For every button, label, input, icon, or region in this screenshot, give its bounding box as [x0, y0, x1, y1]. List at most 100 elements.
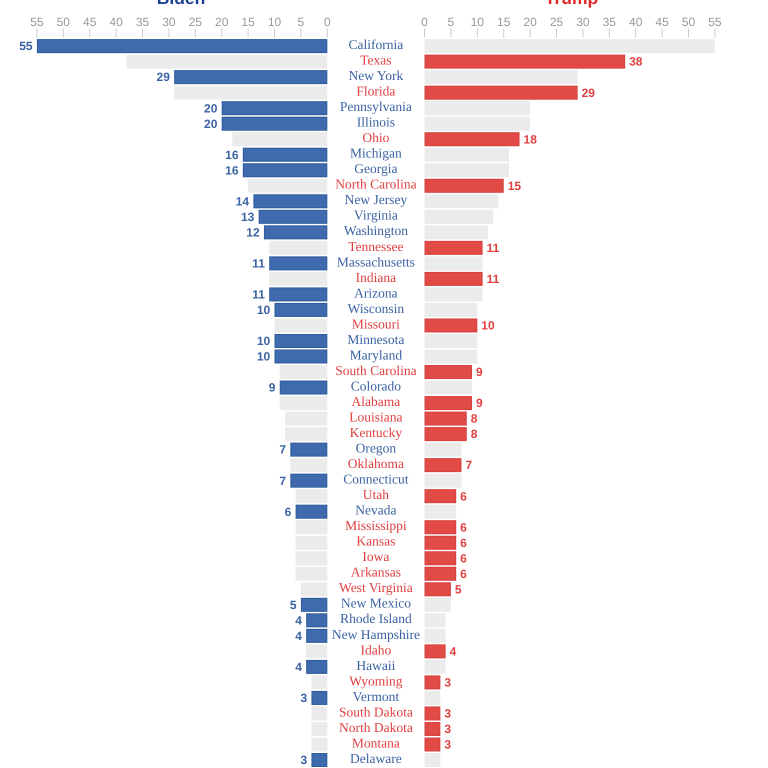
svg-text:9: 9 [476, 396, 483, 410]
svg-text:Missouri: Missouri [352, 316, 400, 331]
svg-text:Nevada: Nevada [355, 503, 396, 518]
svg-text:11: 11 [252, 288, 265, 302]
svg-text:25: 25 [550, 15, 564, 29]
svg-text:5: 5 [298, 15, 305, 29]
svg-text:Louisiana: Louisiana [349, 409, 402, 424]
svg-text:10: 10 [268, 15, 282, 29]
svg-text:15: 15 [508, 179, 522, 193]
svg-text:45: 45 [655, 15, 669, 29]
svg-text:18: 18 [524, 132, 538, 146]
svg-text:Texas: Texas [360, 53, 391, 68]
svg-text:Biden: Biden [157, 0, 206, 8]
svg-text:Oklahoma: Oklahoma [348, 456, 404, 471]
svg-text:12: 12 [246, 225, 260, 239]
svg-text:5: 5 [448, 15, 455, 29]
svg-text:10: 10 [471, 15, 485, 29]
svg-text:9: 9 [476, 365, 483, 379]
svg-text:35: 35 [603, 15, 617, 29]
svg-text:4: 4 [295, 629, 302, 643]
svg-text:Idaho: Idaho [361, 642, 392, 657]
svg-text:3: 3 [300, 691, 307, 705]
svg-text:4: 4 [295, 613, 302, 627]
svg-text:Kentucky: Kentucky [350, 425, 403, 440]
svg-text:20: 20 [204, 101, 218, 115]
svg-text:3: 3 [444, 738, 451, 752]
svg-text:Arizona: Arizona [354, 285, 397, 300]
svg-text:Delaware: Delaware [350, 751, 402, 766]
svg-text:New York: New York [349, 68, 404, 83]
svg-text:Virginia: Virginia [354, 208, 398, 223]
svg-text:California: California [349, 37, 404, 52]
svg-text:6: 6 [460, 520, 467, 534]
svg-text:29: 29 [157, 70, 171, 84]
svg-text:0: 0 [324, 15, 331, 29]
svg-text:Hawaii: Hawaii [356, 658, 395, 673]
svg-text:0: 0 [421, 15, 428, 29]
svg-text:20: 20 [523, 15, 537, 29]
svg-text:New Jersey: New Jersey [345, 192, 408, 207]
svg-text:55: 55 [30, 15, 44, 29]
svg-text:Kansas: Kansas [356, 534, 395, 549]
svg-text:14: 14 [236, 194, 250, 208]
svg-text:South Carolina: South Carolina [335, 363, 416, 378]
svg-text:6: 6 [285, 505, 292, 519]
svg-text:9: 9 [269, 381, 276, 395]
svg-text:15: 15 [241, 15, 255, 29]
svg-text:Vermont: Vermont [353, 689, 400, 704]
svg-text:Wyoming: Wyoming [349, 673, 402, 688]
svg-text:35: 35 [136, 15, 150, 29]
svg-text:16: 16 [225, 163, 239, 177]
svg-text:11: 11 [487, 241, 500, 255]
svg-text:Michigan: Michigan [350, 146, 402, 161]
svg-text:10: 10 [481, 319, 495, 333]
svg-text:3: 3 [444, 722, 451, 736]
svg-text:50: 50 [57, 15, 71, 29]
svg-text:11: 11 [252, 256, 265, 270]
svg-text:3: 3 [300, 753, 307, 767]
svg-text:16: 16 [225, 148, 239, 162]
svg-text:3: 3 [444, 707, 451, 721]
svg-text:Connecticut: Connecticut [343, 472, 408, 487]
svg-text:Maryland: Maryland [350, 347, 403, 362]
svg-text:Washington: Washington [344, 223, 408, 238]
svg-text:New Hampshire: New Hampshire [332, 627, 420, 642]
svg-text:55: 55 [708, 15, 722, 29]
svg-text:Tennessee: Tennessee [348, 239, 403, 254]
svg-text:55: 55 [19, 39, 33, 53]
svg-text:6: 6 [460, 551, 467, 565]
svg-text:Mississippi: Mississippi [345, 518, 407, 533]
svg-text:New Mexico: New Mexico [341, 596, 411, 611]
svg-text:13: 13 [241, 210, 255, 224]
svg-text:7: 7 [465, 458, 472, 472]
svg-text:Minnesota: Minnesota [347, 332, 404, 347]
svg-text:Oregon: Oregon [356, 441, 397, 456]
svg-text:North Dakota: North Dakota [339, 720, 413, 735]
svg-text:Georgia: Georgia [354, 161, 397, 176]
svg-text:Massachusetts: Massachusetts [337, 254, 415, 269]
svg-text:6: 6 [460, 567, 467, 581]
svg-text:5: 5 [290, 598, 297, 612]
svg-text:Wisconsin: Wisconsin [348, 301, 405, 316]
svg-text:South Dakota: South Dakota [339, 704, 413, 719]
svg-text:Montana: Montana [352, 735, 400, 750]
svg-text:West Virginia: West Virginia [339, 580, 413, 595]
svg-text:10: 10 [257, 350, 271, 364]
svg-text:40: 40 [109, 15, 123, 29]
svg-text:5: 5 [455, 582, 462, 596]
svg-text:45: 45 [83, 15, 97, 29]
svg-text:20: 20 [215, 15, 229, 29]
svg-text:15: 15 [497, 15, 511, 29]
svg-text:40: 40 [629, 15, 643, 29]
svg-text:Rhode Island: Rhode Island [340, 611, 412, 626]
svg-text:7: 7 [279, 443, 286, 457]
svg-text:11: 11 [487, 272, 500, 286]
svg-text:4: 4 [450, 644, 457, 658]
svg-text:50: 50 [682, 15, 696, 29]
svg-text:25: 25 [189, 15, 203, 29]
svg-text:Arkansas: Arkansas [351, 565, 401, 580]
svg-text:Trump: Trump [545, 0, 598, 8]
svg-text:3: 3 [444, 676, 451, 690]
svg-text:7: 7 [279, 474, 286, 488]
svg-text:29: 29 [582, 86, 596, 100]
svg-text:Pennsylvania: Pennsylvania [340, 99, 412, 114]
